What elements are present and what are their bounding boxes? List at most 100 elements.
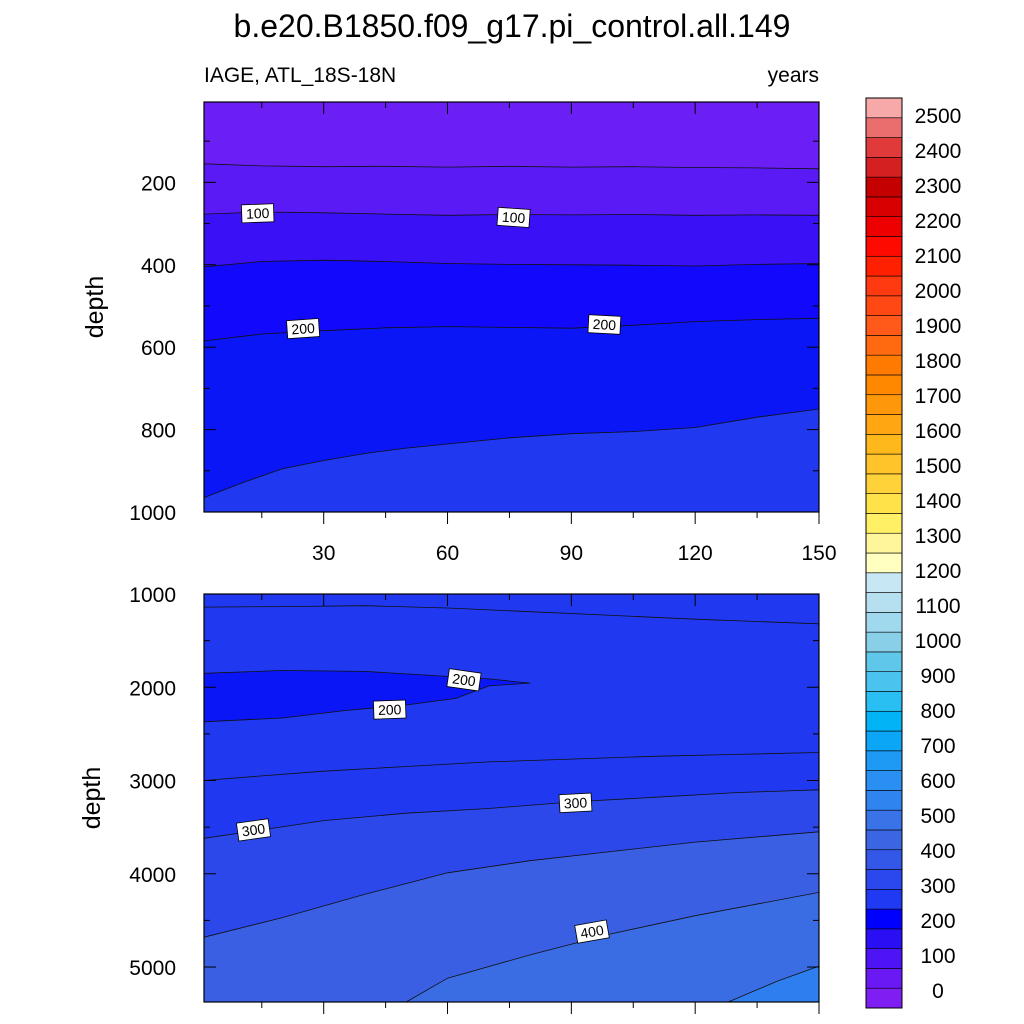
contour-label-box (286, 318, 321, 340)
colorbar-swatch (865, 196, 903, 217)
contour-label: 300 (558, 792, 593, 814)
contour-label: 100 (240, 203, 275, 224)
lower-y-axis-title: depth (78, 767, 106, 830)
contour-line-150 (203, 259, 820, 268)
colorbar-swatch (865, 869, 903, 890)
x-tick-label: 90 (560, 542, 583, 565)
x-tick-label: 60 (436, 542, 459, 565)
x-tick-label: 120 (678, 542, 713, 565)
colorbar-swatch (865, 453, 903, 475)
x-tick-label: 30 (312, 542, 335, 565)
variable-region-label: IAGE, ATL_18S-18N (204, 64, 396, 87)
colorbar-swatch (865, 295, 903, 316)
colorbar-swatch (865, 612, 903, 633)
y-tick-label: 600 (141, 337, 176, 360)
colorbar-swatch (865, 433, 903, 455)
lower-panel-fills (204, 594, 819, 1002)
colorbar-frame (865, 97, 903, 1009)
lower-panel-contour-lines (203, 605, 820, 1003)
colorbar-label: 2200 (915, 210, 962, 233)
contour-label-box (587, 314, 622, 335)
colorbar-swatch (865, 493, 903, 514)
colorbar-label: 2000 (915, 280, 962, 303)
contour-label: 200 (286, 318, 321, 340)
colorbar: 0 100 200 300 400 500 600 700 800 900 1000 1100 1200… (865, 97, 962, 1009)
colorbar-swatch (865, 176, 903, 198)
colorbar-swatch (865, 849, 903, 870)
colorbar-swatch (865, 335, 903, 356)
colorbar-label: 100 (920, 945, 955, 968)
colorbar-swatch (865, 532, 903, 554)
colorbar-label: 500 (920, 805, 955, 828)
y-tick-label: 5000 (129, 957, 176, 980)
colorbar-swatch (865, 157, 903, 178)
y-tick-label: 2000 (129, 677, 176, 700)
colorbar-swatch (865, 908, 903, 930)
lower-panel-contour-labels: 200 200 300 300 400 (235, 668, 610, 944)
lower-panel-ticks: 1000 2000 3000 4000 5000 (129, 584, 820, 1014)
contour-fill-250 (204, 409, 819, 512)
contour-line-250 (203, 605, 820, 625)
contour-label: 100 (496, 206, 531, 228)
colorbar-swatch (865, 216, 903, 237)
colorbar-swatch (865, 829, 903, 851)
contour-label-box (235, 818, 272, 842)
contour-label: 200 (587, 314, 622, 335)
colorbar-label: 1900 (915, 315, 962, 338)
colorbar-label: 800 (920, 700, 955, 723)
contour-label-box (446, 668, 482, 692)
colorbar-swatch (865, 275, 903, 297)
colorbar-swatch (865, 948, 903, 969)
contour-line-250 (203, 752, 820, 781)
colorbar-label: 1300 (915, 525, 962, 548)
x-tick-label: 150 (801, 542, 836, 565)
colorbar-swatch (865, 987, 903, 1009)
y-tick-label: 4000 (129, 864, 176, 887)
colorbar-swatch (865, 315, 903, 336)
contour-line-300 (203, 789, 820, 839)
contour-label-text: 200 (378, 701, 402, 718)
colorbar-label: 1000 (915, 630, 962, 653)
colorbar-label: 1100 (915, 595, 960, 618)
colorbar-swatch (865, 236, 903, 257)
y-tick-label: 1000 (129, 584, 176, 607)
colorbar-label: 200 (920, 910, 955, 933)
colorbar-swatch (865, 770, 903, 791)
colorbar-label: 600 (920, 770, 955, 793)
contour-label-text: 200 (592, 316, 616, 333)
contour-label-box (240, 203, 275, 224)
colorbar-swatch (865, 631, 903, 653)
upper-panel-fills (204, 102, 819, 513)
colorbar-swatch (865, 790, 903, 811)
colorbar-swatch (865, 710, 903, 732)
upper-panel-contour-labels: 100 100 200 200 (240, 203, 622, 340)
colorbar-swatch (865, 730, 903, 752)
contour-line-450 (728, 965, 820, 1003)
contour-fill-450 (728, 966, 819, 1002)
contour-label-text: 400 (579, 922, 605, 942)
colorbar-label: 1500 (915, 455, 962, 478)
colorbar-swatch (865, 414, 903, 435)
y-tick-label: 800 (141, 420, 176, 443)
lower-panel-frame (203, 593, 820, 1003)
colorbar-swatch (865, 513, 903, 534)
colorbar-label: 2400 (915, 140, 962, 163)
contour-label-text: 300 (563, 794, 587, 811)
lower-panel: 1000 2000 3000 4000 5000 200 200 300 300 400 dep… (78, 584, 820, 1014)
colorbar-swatch (865, 572, 903, 593)
y-tick-label: 400 (141, 255, 176, 278)
contour-label-text: 200 (291, 320, 316, 338)
upper-panel-frame (203, 101, 820, 513)
colorbar-swatch (865, 473, 903, 494)
colorbar-label: 2300 (915, 175, 962, 198)
upper-y-axis-title: depth (81, 276, 109, 339)
contour-label: 300 (235, 818, 272, 842)
colorbar-swatch (865, 750, 903, 771)
colorbar-swatch (865, 928, 903, 949)
upper-panel-ticks: 200 400 600 800 1000 30 60 90 120 150 (129, 102, 837, 565)
colorbar-label: 1800 (915, 350, 962, 373)
colorbar-swatch (865, 354, 903, 376)
contour-label-box (574, 919, 610, 944)
